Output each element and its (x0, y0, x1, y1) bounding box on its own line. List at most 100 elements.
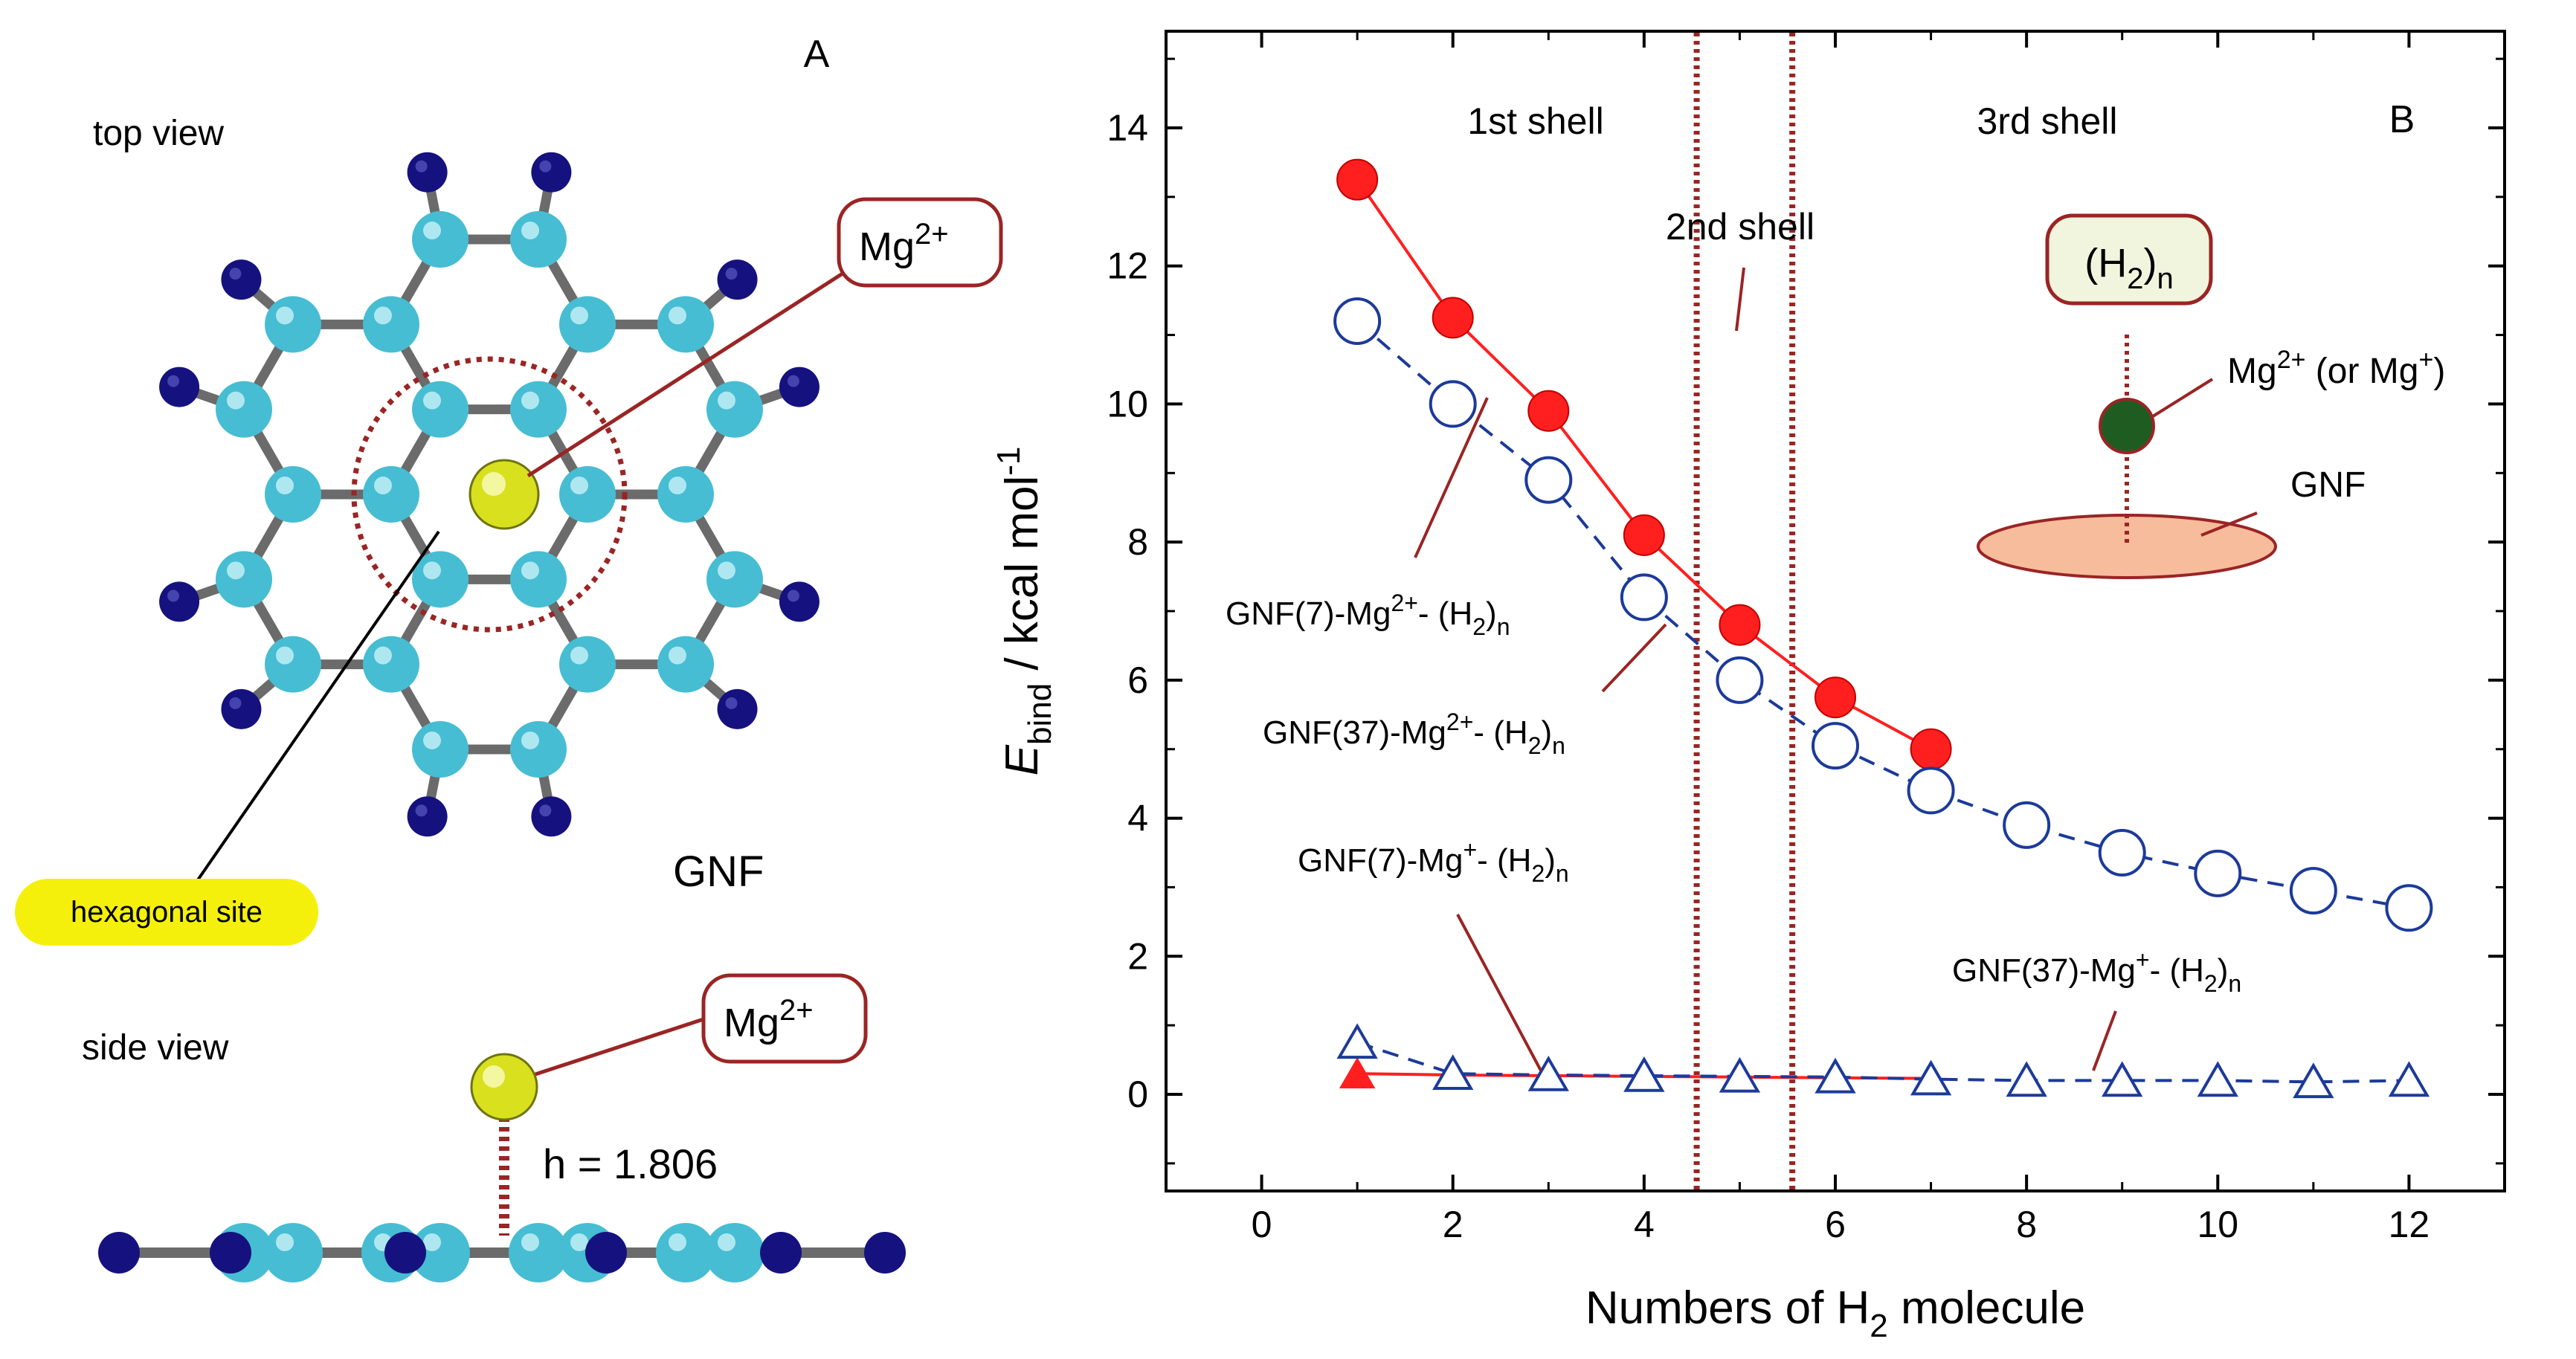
y-tick-label: 14 (1107, 107, 1148, 149)
hydrogen-atom-highlight (787, 375, 799, 387)
data-point (1719, 1056, 1761, 1093)
carbon-atom-highlight (227, 561, 245, 580)
hydrogen-atom-highlight (725, 268, 738, 280)
data-point (1429, 380, 1477, 428)
inset-gnf-pointer (2200, 511, 2258, 537)
carbon-atom (657, 466, 714, 523)
carbon-atom (363, 466, 419, 523)
carbon-atom (412, 381, 468, 438)
data-point (2194, 849, 2242, 897)
carbon-atom-side-highlight (570, 1233, 588, 1251)
data-point (1719, 604, 1761, 646)
carbon-atom (706, 381, 763, 438)
data-point (2289, 867, 2337, 915)
carbon-atom-highlight (374, 646, 392, 665)
carbon-atom-highlight (669, 306, 686, 325)
x-tick-label: 0 (1252, 1204, 1272, 1245)
gnf-side-view-molecule (98, 1223, 906, 1282)
series-label-s4: GNF(37)-Mg+- (H2)n (1952, 946, 2241, 997)
series-1 (1336, 158, 1952, 770)
carbon-atom-highlight (669, 646, 686, 665)
series-4 (1336, 1023, 2430, 1099)
gnf-top-view-molecule (159, 152, 820, 837)
hydrogen-atom-side (585, 1232, 627, 1274)
carbon-atom (412, 720, 468, 778)
carbon-atom (265, 296, 321, 353)
series-line (1356, 1041, 2409, 1084)
inset-mg-atom (2099, 398, 2155, 454)
carbon-atom (510, 211, 567, 268)
data-point (1432, 1054, 1474, 1090)
hydrogen-atom (407, 152, 448, 193)
hydrogen-atom-side (98, 1232, 140, 1274)
inset-h2-label: (H2)n (2084, 241, 2173, 295)
hydrogen-atom (159, 581, 200, 622)
data-point (2293, 1062, 2334, 1099)
hydrogen-atom-highlight (229, 697, 242, 709)
hydrogen-atom (717, 259, 758, 300)
data-point (2003, 801, 2051, 849)
data-point (1910, 728, 1952, 770)
carbon-atom-highlight (521, 391, 539, 410)
hydrogen-atom-highlight (167, 590, 180, 602)
carbon-atom (510, 720, 567, 778)
carbon-atom (216, 381, 272, 438)
carbon-atom-highlight (669, 477, 686, 494)
carbon-atom-highlight (227, 391, 245, 410)
carbon-atom (559, 636, 616, 693)
y-tick-label: 12 (1107, 245, 1148, 287)
first-shell-label: 1st shell (1467, 100, 1603, 142)
data-point (1339, 1057, 1376, 1088)
data-point (1527, 390, 1570, 432)
carbon-atom (559, 466, 616, 523)
carbon-atom (657, 296, 714, 353)
series-layer (1333, 158, 2433, 1099)
data-point (2388, 1061, 2430, 1097)
carbon-atom-side-highlight (718, 1233, 735, 1251)
axis-ticks (1166, 31, 2505, 1191)
panel-b: 0 2 4 6 8 10 12 0 2 4 6 8 10 12 14 1st shell 2nd shell… (991, 30, 2506, 1344)
x-tick-label: 10 (2197, 1204, 2238, 1245)
carbon-atom (657, 636, 714, 693)
series-line (1356, 178, 1932, 751)
carbon-atom (265, 636, 321, 693)
third-shell-label: 3rd shell (1977, 100, 2118, 142)
carbon-atom (363, 296, 419, 353)
carbon-atom-highlight (521, 222, 539, 240)
carbon-atom-side (263, 1223, 323, 1282)
carbon-atom-side-highlight (521, 1233, 539, 1251)
carbon-atom (706, 551, 763, 608)
carbon-atom-side-highlight (423, 1233, 441, 1251)
x-tick-label: 12 (2389, 1204, 2430, 1245)
data-point (2385, 884, 2433, 932)
panel-a-letter: A (804, 33, 830, 76)
data-point (2098, 829, 2146, 877)
mg-top-callout-line (527, 263, 857, 478)
series-label-s2: GNF(37)-Mg2+- (H2)n (1263, 708, 1565, 759)
carbon-atom-highlight (521, 561, 539, 580)
x-tick-label: 4 (1634, 1204, 1655, 1245)
mg-top-callout-text: Mg2+ (859, 218, 949, 269)
hydrogen-atom-highlight (539, 160, 552, 172)
hydrogen-atom (531, 796, 572, 837)
hydrogen-atom (159, 367, 200, 407)
data-point (1910, 1059, 1952, 1096)
hydrogen-atom (779, 367, 820, 407)
data-point (1815, 1057, 1856, 1094)
y-tick-label: 6 (1127, 659, 1148, 701)
panel-b-letter: B (2389, 98, 2415, 141)
data-point (1524, 456, 1573, 504)
gnf-label: GNF (673, 848, 764, 896)
carbon-atom-highlight (423, 561, 441, 580)
second-shell-label: 2nd shell (1666, 206, 1815, 248)
data-point (1336, 158, 1379, 201)
carbon-atom-side-highlight (276, 1233, 294, 1251)
data-point (1716, 656, 1764, 704)
carbon-atom-highlight (374, 306, 392, 325)
data-point (1815, 677, 1856, 719)
hydrogen-atom-side (210, 1232, 251, 1274)
carbon-atom (559, 296, 616, 353)
side-view-label: side view (82, 1028, 229, 1068)
label-pointer-s1 (1414, 397, 1489, 558)
